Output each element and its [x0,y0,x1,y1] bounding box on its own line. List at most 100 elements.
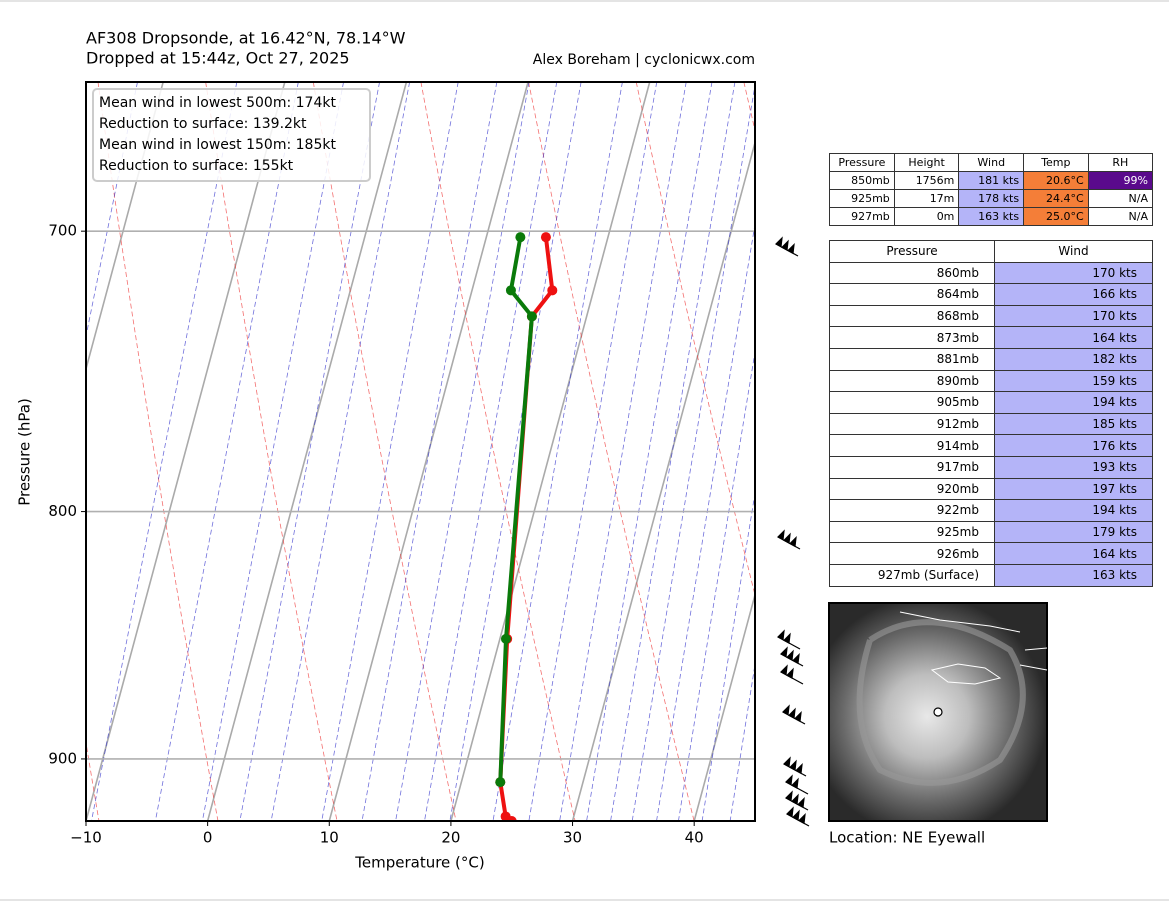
isotherm [86,82,164,372]
table-row: 927mb 0m 163 kts 25.0°C N/A [829,207,1154,226]
table-row: 873mb 164 kts [829,326,1153,349]
chart-title: AF308 Dropsonde, at 16.42°N, 78.14°W [86,29,406,48]
header-cell: Height [893,153,960,172]
cell: 912mb [829,412,995,436]
cell: 25.0°C [1023,207,1089,226]
mixing-ratio-line [559,82,687,821]
mixing-ratio-line [239,82,380,821]
table-row: 905mb 194 kts [829,391,1153,414]
dry-adiabat [420,82,576,821]
x-tick-label: 0 [203,829,213,847]
coastline [930,663,1002,685]
background-lines [86,82,755,821]
x-tick-label: −10 [70,829,102,847]
isotherm [328,82,529,821]
header-cell: Wind [994,240,1153,263]
mixing-ratio-line [656,222,755,821]
table-row: 860mb 170 kts [829,261,1153,285]
table-row: 926mb 164 kts [829,542,1153,565]
y-tick-label: 800 [48,502,77,520]
barb-flag [777,629,785,641]
profile-point [547,285,558,296]
cell: 860mb [829,261,995,285]
profile-point [495,777,506,788]
barb-flag [783,756,791,768]
profile-point [540,232,551,243]
mixing-ratio-line [424,82,558,821]
cell: 193 kts [994,455,1153,479]
cell: 927mb [829,207,895,226]
cell: 922mb [829,499,995,522]
annotation: Reduction to surface: 139.2kt [99,116,307,132]
barb-flag [788,707,796,719]
satellite-image [828,602,1048,822]
cell: 164 kts [994,326,1153,349]
isotherm [206,82,408,821]
cell: 166 kts [994,283,1153,306]
cell: 182 kts [994,347,1153,371]
drop-location [933,707,943,717]
cell: 864mb [829,283,995,306]
mixing-ratio-line [449,82,582,821]
mixing-ratio-line [586,82,713,821]
x-tick-label: 40 [685,829,704,847]
barb-flag [780,646,788,658]
cell: 917mb [829,455,995,479]
chart-subtitle: Dropped at 15:44z, Oct 27, 2025 [86,49,350,68]
barb-flag [791,793,799,805]
mixing-ratio-line [678,349,755,821]
cell: 868mb [829,304,995,328]
credit: Alex Boreham | cyclonicwx.com [533,52,755,68]
cell: 197 kts [994,477,1153,501]
mixing-ratio-line [610,82,736,821]
dry-adiabat [635,82,755,597]
cell: 185 kts [994,412,1153,436]
table-row: 912mb 185 kts [829,412,1153,436]
barb-flag [794,710,802,723]
x-axis-label: Temperature (°C) [354,854,484,872]
x-tick-label: 20 [441,829,460,847]
cloud-band [856,619,1026,786]
barb-flag [785,790,793,802]
cell: 170 kts [994,304,1153,328]
header-cell: Pressure [829,240,995,263]
mixing-ratio-line [321,82,459,821]
barb-flag [782,704,790,716]
barb-flag [785,774,793,786]
cell: 914mb [829,434,995,457]
barb-flag [777,529,785,541]
header-cell: Temp [1023,153,1089,172]
cell: 881mb [829,347,995,371]
header-row: Pressure Height Wind Temp RH [829,153,1154,172]
cell: N/A [1087,189,1154,208]
y-tick-label: 700 [48,222,77,240]
profile-point [505,285,516,296]
cell: 178 kts [958,189,1025,208]
barb-flag [795,762,803,775]
barb-flag [798,812,806,825]
table-row: 922mb 194 kts [829,499,1153,522]
table-row: 925mb 17m 178 kts 24.4°C N/A [829,189,1154,208]
table-row: 920mb 197 kts [829,477,1153,501]
dry-adiabat [528,82,695,821]
cell: 905mb [829,391,995,414]
barb-flag [789,535,797,548]
mixing-ratio-line [91,82,238,821]
cell: 170 kts [994,261,1153,285]
cell: 163 kts [994,563,1153,587]
cell: 925mb [829,189,895,208]
header-row: Pressure Wind [829,240,1153,263]
barb-flag [791,777,799,789]
cell: 163 kts [958,207,1025,226]
table-row: 914mb 176 kts [829,434,1153,457]
cell: 925mb [829,520,995,544]
annotation: Reduction to surface: 155kt [99,158,294,174]
barb-flag [780,664,788,676]
cell: 181 kts [958,171,1025,190]
mixing-ratio-line [361,82,498,821]
cell: 0m [893,207,960,226]
barb-flag [786,667,794,679]
summary-table: Pressure Height Wind Temp RH 850mb 1756m 181 kt… [829,153,1154,226]
header-cell: RH [1087,153,1154,172]
